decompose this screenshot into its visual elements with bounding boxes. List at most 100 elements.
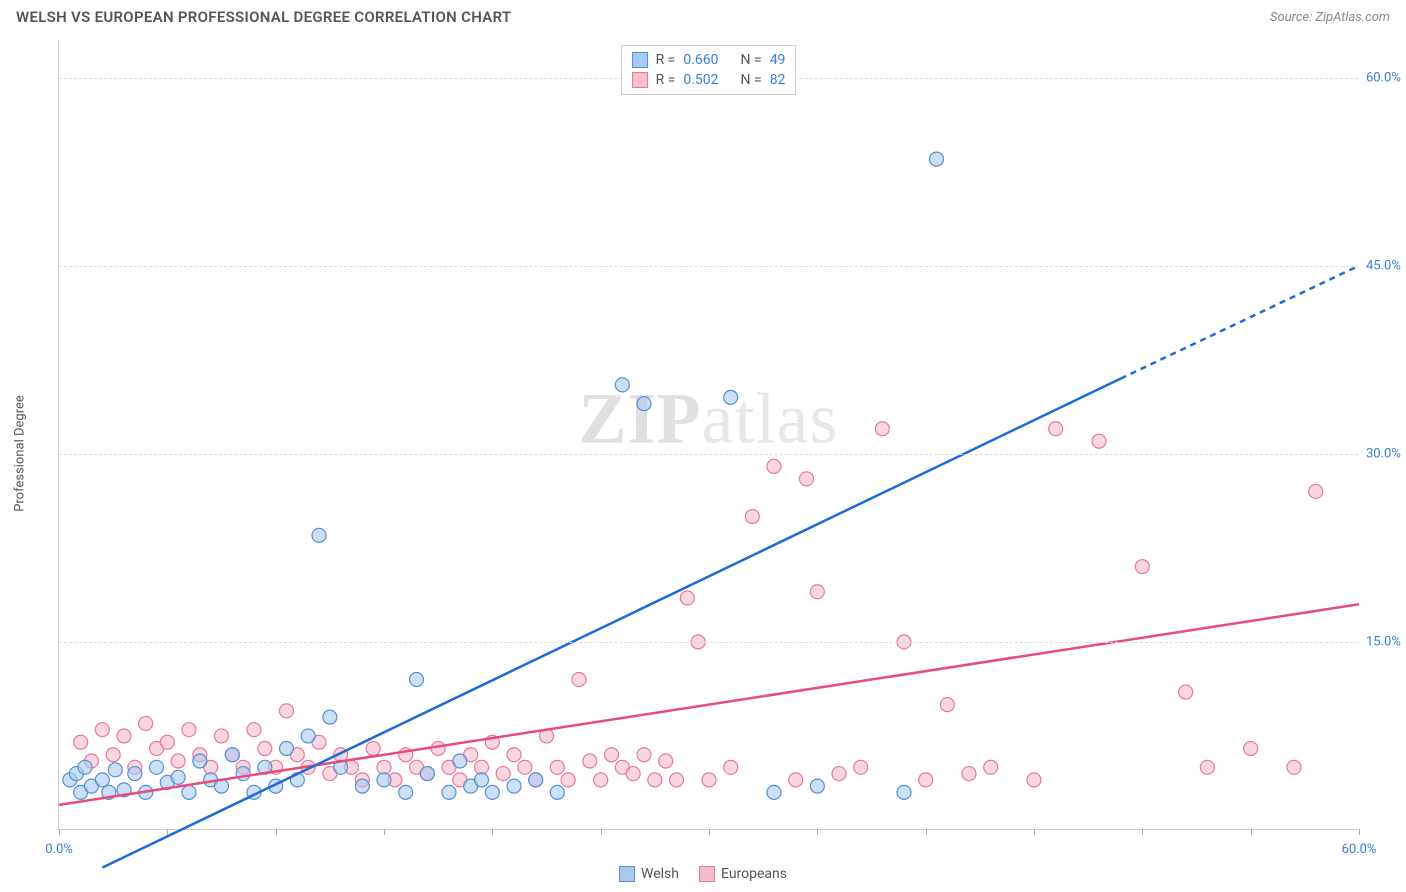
scatter-point xyxy=(767,785,781,799)
scatter-point xyxy=(518,760,532,774)
scatter-point xyxy=(789,773,803,787)
scatter-point xyxy=(399,785,413,799)
scatter-point xyxy=(1027,773,1041,787)
scatter-point xyxy=(1092,434,1106,448)
scatter-point xyxy=(670,773,684,787)
chart-source: Source: ZipAtlas.com xyxy=(1270,10,1390,25)
scatter-point xyxy=(323,710,337,724)
scatter-point xyxy=(940,698,954,712)
scatter-point xyxy=(572,673,586,687)
chart-svg xyxy=(59,40,1358,829)
scatter-point xyxy=(680,591,694,605)
scatter-point xyxy=(745,510,759,524)
x-tick xyxy=(59,829,60,835)
scatter-point xyxy=(637,748,651,762)
scatter-point xyxy=(767,459,781,473)
scatter-point xyxy=(507,748,521,762)
x-tick xyxy=(384,829,385,835)
scatter-point xyxy=(74,735,88,749)
scatter-point xyxy=(832,767,846,781)
scatter-point xyxy=(529,773,543,787)
scatter-point xyxy=(930,152,944,166)
x-tick-label: 60.0% xyxy=(1342,842,1377,857)
scatter-point xyxy=(810,779,824,793)
legend-row-welsh: R = 0.660 N = 49 xyxy=(632,50,786,70)
scatter-point xyxy=(496,767,510,781)
y-tick-label: 15.0% xyxy=(1366,634,1406,649)
scatter-point xyxy=(724,760,738,774)
scatter-point xyxy=(108,763,122,777)
x-tick xyxy=(926,829,927,835)
scatter-point xyxy=(139,716,153,730)
scatter-point xyxy=(550,760,564,774)
y-tick-label: 30.0% xyxy=(1366,446,1406,461)
scatter-point xyxy=(626,767,640,781)
gridline xyxy=(59,642,1358,643)
scatter-point xyxy=(875,422,889,436)
x-tick-label: 0.0% xyxy=(45,842,73,857)
scatter-point xyxy=(78,760,92,774)
scatter-point xyxy=(550,785,564,799)
scatter-point xyxy=(117,729,131,743)
series-legend: Welsh Europeans xyxy=(619,866,787,882)
scatter-point xyxy=(615,378,629,392)
legend-item-europeans: Europeans xyxy=(699,866,787,882)
scatter-point xyxy=(810,585,824,599)
scatter-point xyxy=(171,754,185,768)
scatter-point xyxy=(637,397,651,411)
scatter-point xyxy=(95,773,109,787)
scatter-point xyxy=(442,785,456,799)
scatter-point xyxy=(312,528,326,542)
scatter-point xyxy=(420,767,434,781)
swatch-europeans-bottom xyxy=(699,866,715,882)
scatter-point xyxy=(225,748,239,762)
x-tick xyxy=(1359,829,1360,835)
scatter-point xyxy=(919,773,933,787)
chart-title: WELSH VS EUROPEAN PROFESSIONAL DEGREE CO… xyxy=(16,8,511,26)
scatter-point xyxy=(301,729,315,743)
x-tick xyxy=(276,829,277,835)
scatter-point xyxy=(95,723,109,737)
scatter-point xyxy=(854,760,868,774)
scatter-point xyxy=(702,773,716,787)
gridline xyxy=(59,454,1358,455)
scatter-point xyxy=(1244,741,1258,755)
scatter-point xyxy=(193,754,207,768)
scatter-point xyxy=(962,767,976,781)
scatter-point xyxy=(410,673,424,687)
scatter-point xyxy=(215,729,229,743)
scatter-point xyxy=(258,741,272,755)
x-tick xyxy=(817,829,818,835)
scatter-point xyxy=(984,760,998,774)
scatter-point xyxy=(366,741,380,755)
scatter-point xyxy=(1135,560,1149,574)
scatter-point xyxy=(648,773,662,787)
x-tick xyxy=(601,829,602,835)
y-tick-label: 45.0% xyxy=(1366,258,1406,273)
scatter-point xyxy=(377,773,391,787)
scatter-point xyxy=(800,472,814,486)
scatter-point xyxy=(1200,760,1214,774)
scatter-point xyxy=(507,779,521,793)
chart-header: WELSH VS EUROPEAN PROFESSIONAL DEGREE CO… xyxy=(0,0,1406,30)
regression-line xyxy=(102,379,1120,868)
scatter-point xyxy=(182,723,196,737)
x-tick xyxy=(167,829,168,835)
scatter-point xyxy=(1049,422,1063,436)
scatter-point xyxy=(280,704,294,718)
x-tick xyxy=(1034,829,1035,835)
scatter-point xyxy=(583,754,597,768)
scatter-point xyxy=(594,773,608,787)
x-tick xyxy=(709,829,710,835)
scatter-point xyxy=(897,785,911,799)
y-tick-label: 60.0% xyxy=(1366,70,1406,85)
x-tick xyxy=(1142,829,1143,835)
scatter-point xyxy=(280,741,294,755)
legend-row-europeans: R = 0.502 N = 82 xyxy=(632,70,786,90)
scatter-point xyxy=(1287,760,1301,774)
legend-item-welsh: Welsh xyxy=(619,866,679,882)
scatter-point xyxy=(160,735,174,749)
scatter-point xyxy=(475,773,489,787)
scatter-point xyxy=(128,767,142,781)
scatter-point xyxy=(247,723,261,737)
